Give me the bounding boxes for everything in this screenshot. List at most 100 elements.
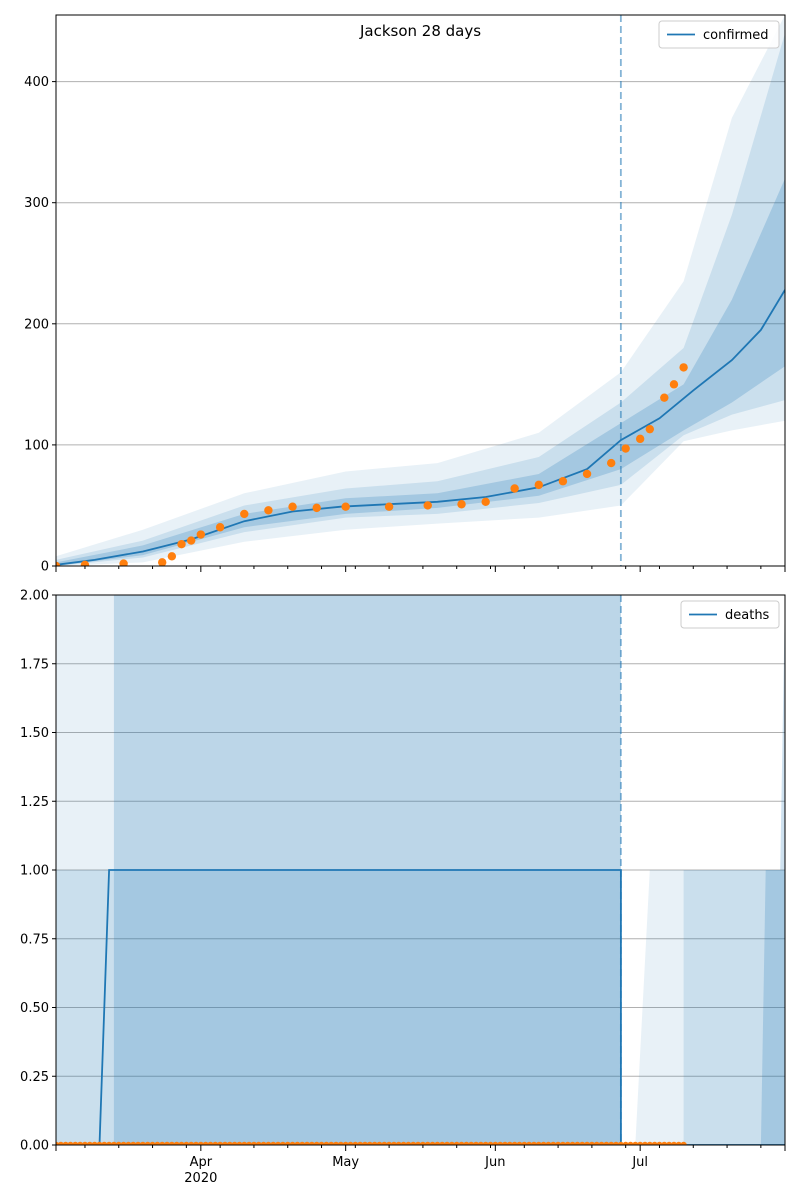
uncertainty-band: [56, 178, 785, 566]
y-tick-label: 0.25: [20, 1070, 49, 1085]
observed-point: [154, 1141, 161, 1145]
observed-point: [617, 1141, 625, 1145]
observed-point: [607, 1141, 615, 1145]
y-tick-label: 1.75: [20, 657, 49, 672]
x-year-label: 2020: [184, 1171, 217, 1186]
observed-point: [105, 1141, 113, 1145]
observed-point: [511, 1141, 518, 1145]
deaths-line: [56, 869, 785, 1145]
observed-point: [337, 1141, 345, 1145]
observed-point: [423, 501, 432, 510]
observed-point: [453, 1141, 460, 1145]
observed-point: [635, 434, 645, 444]
uncertainty-band: [683, 870, 785, 1145]
observed-point: [395, 1141, 402, 1145]
observed-point: [91, 1141, 98, 1145]
observed-point: [81, 1141, 89, 1145]
observed-point: [463, 1141, 470, 1145]
observed-point: [130, 1141, 137, 1145]
y-tick-label: 100: [24, 438, 49, 453]
observed-point: [506, 1141, 514, 1145]
observed-point: [540, 1141, 547, 1145]
y-tick-label: 0: [41, 560, 49, 575]
uncertainty-band: [780, 595, 785, 870]
observed-point: [76, 1141, 84, 1145]
y-tick-label: 0.50: [20, 1001, 49, 1016]
plot-area: [56, 595, 785, 1145]
observed-point: [521, 1141, 528, 1145]
observed-point: [134, 1141, 142, 1145]
observed-point: [342, 1141, 349, 1145]
y-tick-label: 1.25: [20, 795, 49, 810]
observed-point: [279, 1141, 287, 1145]
observed-point: [679, 363, 688, 372]
observed-point: [72, 1141, 79, 1145]
observed-point: [207, 1141, 214, 1145]
observed-point: [545, 1141, 552, 1145]
observed-point: [645, 424, 655, 434]
uncertainty-band: [760, 870, 785, 1145]
observed-point: [472, 1141, 480, 1145]
observed-point: [579, 1141, 586, 1145]
observed-point: [366, 1141, 374, 1145]
observed-point: [660, 393, 669, 402]
uncertainty-band: [56, 870, 621, 1145]
observed-point: [255, 1141, 262, 1145]
observed-point: [178, 1141, 185, 1145]
observed-point: [197, 1141, 205, 1145]
observed-point: [159, 1141, 166, 1145]
legend-label: confirmed: [703, 28, 769, 43]
observed-point: [680, 1141, 687, 1145]
observed-point: [187, 1141, 195, 1145]
observed-point: [482, 1141, 489, 1145]
observed-point: [670, 1141, 678, 1145]
observed-point: [274, 1141, 282, 1145]
observed-point: [448, 1141, 456, 1145]
observed-point: [352, 1141, 359, 1145]
observed-point: [419, 1141, 427, 1145]
observed-point: [86, 1141, 93, 1145]
observed-point: [288, 502, 297, 511]
observed-point: [457, 500, 466, 509]
y-tick-label: 2.00: [20, 589, 49, 604]
deaths-chart: 0.00 0.25 0.50 0.75 1.00 1.25 1.50 1.75 2.00 Apr M…: [20, 589, 786, 1186]
observed-point: [303, 1141, 311, 1145]
legend-label: deaths: [725, 608, 770, 623]
observed-point: [627, 1141, 634, 1145]
observed-point: [308, 1141, 316, 1145]
axes-frame: [55, 14, 786, 567]
observed-point: [554, 1141, 562, 1145]
observed-point: [110, 1141, 118, 1145]
observed-point: [376, 1141, 383, 1145]
observed-point: [215, 523, 225, 532]
observed-point: [221, 1141, 229, 1145]
legend-box: [680, 600, 780, 629]
observed-point: [636, 1141, 644, 1145]
x-tick-label: May: [332, 1155, 359, 1170]
observed-point: [177, 540, 186, 549]
observed-point: [62, 1141, 69, 1145]
observed-point: [167, 552, 177, 561]
observed-point: [96, 1141, 103, 1145]
observed-point: [240, 509, 249, 519]
observed-point: [424, 1141, 431, 1145]
observed-point: [264, 506, 273, 515]
legend-box: [658, 20, 780, 49]
observed-point: [510, 484, 519, 493]
observed-point: [289, 1141, 296, 1145]
observed-point: [318, 1141, 325, 1145]
observed-point: [294, 1141, 301, 1145]
observed-point: [120, 1141, 127, 1145]
observed-point: [458, 1141, 465, 1145]
observed-point: [183, 1141, 190, 1145]
observed-point: [299, 1141, 306, 1145]
observed-point: [260, 1141, 267, 1145]
observed-point: [245, 1141, 253, 1145]
observed-point: [313, 1141, 320, 1145]
observed-point: [371, 1141, 378, 1145]
observed-point: [501, 1141, 509, 1145]
uncertainty-band: [56, 15, 785, 566]
observed-point: [496, 1141, 504, 1145]
observed-point: [481, 497, 490, 507]
observed-point: [144, 1141, 151, 1145]
